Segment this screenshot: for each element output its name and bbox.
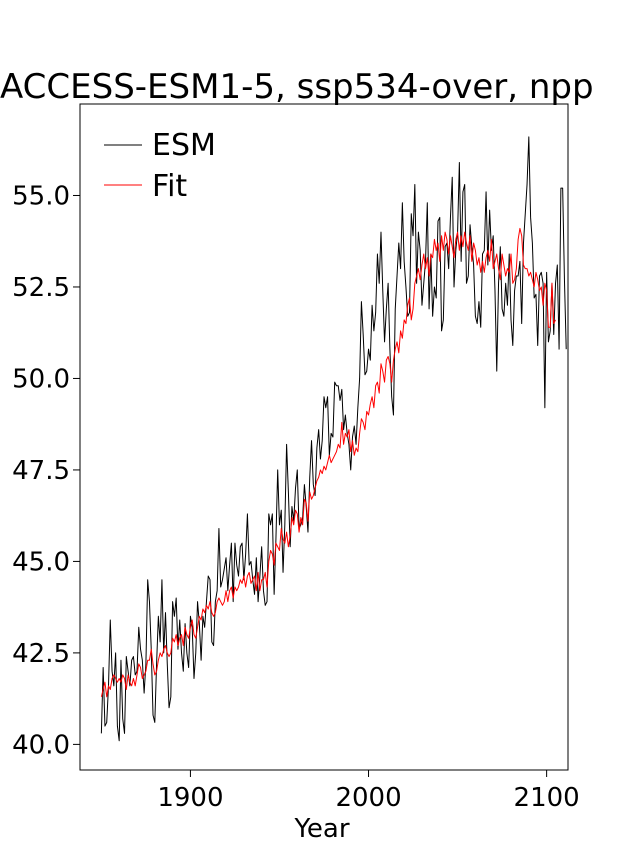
legend-label-fit: Fit [152,169,187,204]
chart-title: ACCESS-ESM1-5, ssp534-over, npp [0,67,594,107]
legend: ESM Fit [104,128,216,204]
series-layer [100,136,567,742]
y-tick-label: 45.0 [12,547,70,577]
x-axis-ticks: 1900 2000 2100 [157,770,580,813]
x-tick-label: 2100 [514,783,580,813]
y-tick-label: 47.5 [12,456,70,486]
y-tick-label: 40.0 [12,730,70,760]
x-tick-label: 1900 [157,783,223,813]
y-tick-label: 55.0 [12,181,70,211]
legend-label-esm: ESM [152,128,216,163]
series-line-fit [100,227,556,698]
x-axis-label: Year [293,814,349,844]
y-axis-ticks: 40.0 42.5 45.0 47.5 50.0 52.5 55.0 [12,181,80,760]
plot-frame [79,103,569,771]
x-tick-label: 2000 [335,783,401,813]
y-tick-label: 42.5 [12,639,70,669]
y-tick-label: 52.5 [12,273,70,303]
y-tick-label: 50.0 [12,364,70,394]
series-line-esm [100,136,567,742]
